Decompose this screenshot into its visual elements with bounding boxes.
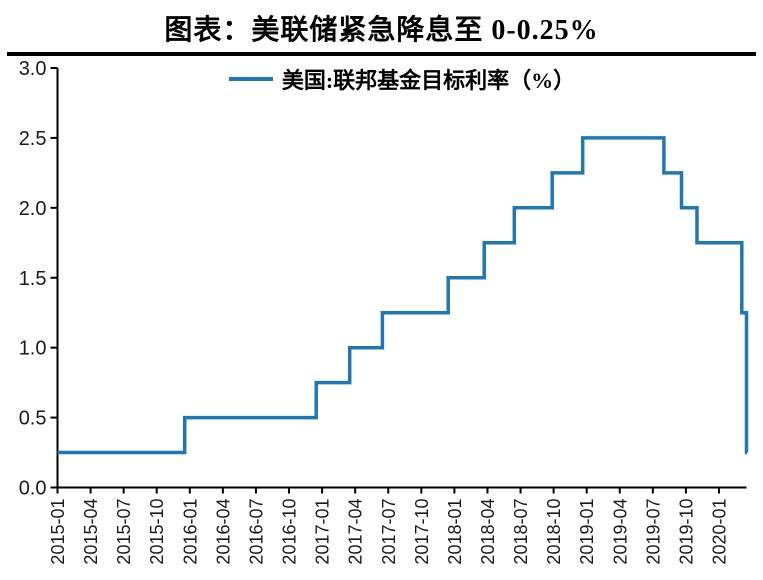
x-tick-label: 2019-07 — [643, 499, 663, 565]
x-tick-label: 2019-10 — [676, 499, 696, 565]
x-tick-label: 2017-04 — [346, 499, 366, 565]
x-tick-label: 2018-10 — [544, 499, 564, 565]
x-tick-label: 2018-04 — [478, 498, 498, 564]
x-tick-label: 2018-07 — [511, 499, 531, 565]
x-tick-label: 2016-10 — [280, 499, 300, 565]
x-tick-label: 2015-04 — [81, 499, 101, 565]
legend: 美国:联邦基金目标利率（%） — [57, 64, 747, 94]
y-tick-label: 0.5 — [19, 408, 47, 430]
x-tick-label: 2016-07 — [246, 499, 266, 565]
x-tick-label: 2020-01 — [710, 499, 730, 565]
x-tick-label: 2017-10 — [412, 499, 432, 565]
x-tick-label: 2017-01 — [313, 499, 333, 565]
x-tick-label: 2019-04 — [610, 499, 630, 565]
x-tick-label: 2015-07 — [114, 499, 134, 565]
x-tick-label: 2017-07 — [379, 499, 399, 565]
y-tick-label: 3.0 — [19, 58, 47, 80]
legend-label: 美国:联邦基金目标利率（%） — [281, 68, 576, 93]
x-tick-label: 2018-01 — [445, 499, 465, 565]
y-tick-label: 2.0 — [19, 198, 47, 220]
y-tick-label: 1.0 — [19, 338, 47, 360]
axis-lines — [56, 68, 747, 489]
x-tick-label: 2016-01 — [180, 499, 200, 565]
x-tick-label: 2019-01 — [577, 499, 597, 565]
x-tick-label: 2016-04 — [213, 499, 233, 565]
rate-step-line — [57, 136, 749, 455]
y-tick-label: 1.5 — [19, 268, 47, 290]
x-tick-label: 2015-01 — [48, 499, 68, 565]
x-tick-label: 2015-10 — [147, 499, 167, 565]
y-tick-label: 2.5 — [19, 128, 47, 150]
y-tick-label: 0.0 — [19, 478, 47, 500]
chart-title: 图表：美联储紧急降息至 0-0.25% — [164, 15, 599, 46]
legend-line-swatch — [228, 77, 273, 81]
title-separator — [7, 52, 756, 56]
